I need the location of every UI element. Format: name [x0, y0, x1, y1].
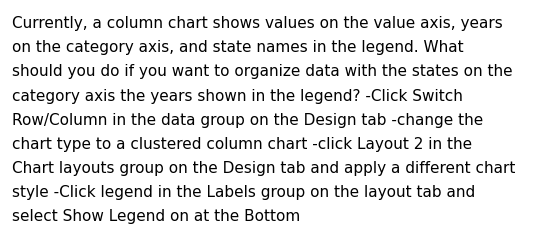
Text: style -Click legend in the Labels group on the layout tab and: style -Click legend in the Labels group …	[12, 184, 475, 199]
Text: should you do if you want to organize data with the states on the: should you do if you want to organize da…	[12, 64, 513, 79]
Text: Row/Column in the data group on the Design tab -change the: Row/Column in the data group on the Desi…	[12, 112, 484, 127]
Text: chart type to a clustered column chart -click Layout 2 in the: chart type to a clustered column chart -…	[12, 136, 473, 151]
Text: Chart layouts group on the Design tab and apply a different chart: Chart layouts group on the Design tab an…	[12, 160, 516, 175]
Text: select Show Legend on at the Bottom: select Show Legend on at the Bottom	[12, 208, 301, 223]
Text: category axis the years shown in the legend? -Click Switch: category axis the years shown in the leg…	[12, 88, 463, 103]
Text: on the category axis, and state names in the legend. What: on the category axis, and state names in…	[12, 40, 464, 55]
Text: Currently, a column chart shows values on the value axis, years: Currently, a column chart shows values o…	[12, 16, 503, 31]
